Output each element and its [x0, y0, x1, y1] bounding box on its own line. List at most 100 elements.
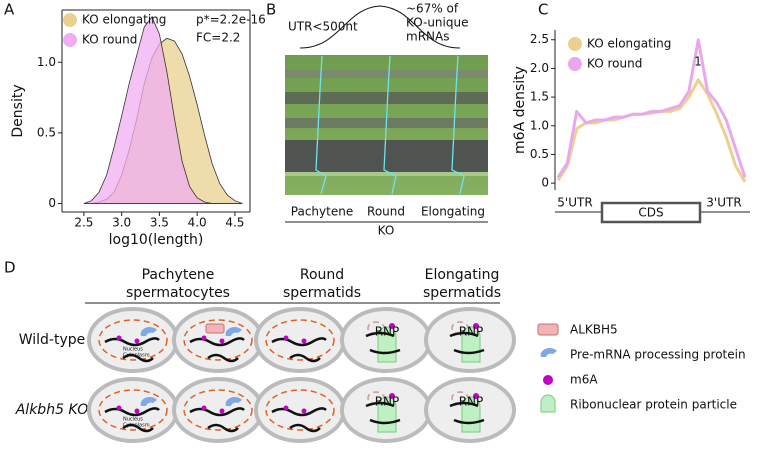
nucleus: [265, 389, 335, 431]
m6a: [301, 338, 307, 344]
y-tick-label: 2.5: [530, 32, 549, 46]
nucleus: [265, 319, 335, 361]
mrna: [289, 423, 321, 433]
legend-swatch: [63, 13, 77, 27]
y-tick-label: 0.5: [530, 147, 549, 161]
legend-label: Pre-mRNA processing protein: [570, 348, 746, 362]
region-label: CDS: [638, 206, 663, 220]
column-label: Elongating: [421, 205, 485, 219]
y-tick-label: 1.0: [37, 55, 56, 69]
gene-regions: 5'UTR CDS 3'UTR: [555, 196, 750, 224]
heatmap-band: [285, 92, 488, 104]
stage-label: spermatocytes: [126, 285, 230, 301]
x-tick-label: 3.0: [112, 216, 131, 230]
row-label: Wild-type: [19, 332, 86, 348]
m6a: [134, 408, 140, 414]
pre-mrna-protein: [225, 327, 242, 336]
panel-label: A: [4, 1, 15, 19]
x-axis-label: log10(length): [109, 232, 204, 248]
y-tick-label: 1.5: [530, 90, 549, 104]
cell-label: RNP: [375, 325, 400, 339]
m6a: [473, 393, 479, 399]
cell-label: RNP: [459, 325, 484, 339]
row-label: Alkbh5 KO: [15, 402, 89, 418]
heatmap-band: [285, 172, 488, 176]
y-tick-label: 2.0: [530, 61, 549, 75]
legend-icon: [540, 348, 557, 357]
nucleus: [98, 389, 168, 431]
m6a: [473, 323, 479, 329]
mrna: [189, 407, 245, 417]
m6a: [134, 338, 140, 344]
nucleus: [183, 389, 253, 431]
heatmap-panel: UTR<500nt ~67% of KO-unique mRNAs Pachyt…: [285, 2, 488, 238]
stage-label: Elongating: [425, 267, 500, 283]
cell: [172, 377, 264, 443]
cell: [87, 307, 179, 373]
mrna: [122, 423, 154, 433]
y-tick-label: 0: [541, 176, 549, 190]
legend-icon: [540, 394, 556, 413]
stage-label: spermatids: [423, 285, 501, 301]
y-tick-label: 0: [48, 196, 56, 210]
model-diagram: Pachytene spermatocytes Round spermatids…: [15, 267, 746, 443]
m6a: [219, 338, 225, 344]
cell-label: Nucleus: [123, 417, 143, 423]
mrna: [365, 331, 401, 355]
cell: [87, 377, 179, 443]
annotation: 1: [694, 55, 702, 69]
density-line: [556, 78, 747, 183]
panel-label: C: [538, 1, 548, 19]
legend-label: m6A: [570, 373, 598, 387]
mrna: [207, 423, 239, 433]
legend-label: KO elongating: [587, 37, 671, 51]
m6a: [116, 405, 122, 411]
pre-mrna-protein: [225, 397, 242, 406]
density-area: [83, 16, 243, 204]
mrna: [449, 331, 485, 355]
mrna: [365, 401, 401, 425]
column-label: Round: [367, 205, 405, 219]
note: mRNAs: [406, 30, 449, 44]
stage-label: spermatids: [283, 285, 361, 301]
mrna: [289, 353, 321, 363]
cell: [254, 377, 346, 443]
cell-label: RNP: [375, 395, 400, 409]
stage-label: Round: [300, 267, 344, 283]
m6a: [219, 408, 225, 414]
region-label: 3'UTR: [706, 196, 741, 210]
note: KO-unique: [406, 16, 468, 30]
cell: [172, 307, 264, 373]
legend-label: Ribonuclear protein particle: [570, 398, 737, 412]
m6a: [283, 405, 289, 411]
y-axis-label: Density: [10, 84, 26, 137]
y-tick-label: 1.0: [530, 118, 549, 132]
m6a: [389, 323, 395, 329]
legend-swatch: [568, 37, 582, 51]
panel-label: B: [266, 1, 276, 19]
x-tick-label: 3.5: [150, 216, 169, 230]
note: UTR<500nt: [288, 20, 358, 34]
mrna: [122, 353, 154, 363]
legend-swatch: [568, 57, 582, 71]
mrna: [189, 337, 245, 347]
legend-label: KO round: [587, 57, 642, 71]
region-label: 5'UTR: [557, 196, 592, 210]
x-tick-label: 4.5: [225, 216, 244, 230]
cell: [254, 307, 346, 373]
legend-label: KO elongating: [82, 13, 166, 27]
legend-icon: [537, 323, 559, 336]
m6a: [201, 405, 207, 411]
mrna: [207, 353, 239, 363]
alkbh5: [205, 323, 225, 334]
cell-label: RNP: [459, 395, 484, 409]
m6a: [116, 335, 122, 341]
column-label: Pachytene: [291, 205, 353, 219]
y-axis-label: m6A density: [512, 66, 528, 154]
legend-icon: [543, 375, 553, 385]
cell-label: Cytoplasm: [123, 353, 150, 359]
legend-label: ALKBH5: [570, 323, 618, 337]
x-tick-label: 4.0: [188, 216, 207, 230]
